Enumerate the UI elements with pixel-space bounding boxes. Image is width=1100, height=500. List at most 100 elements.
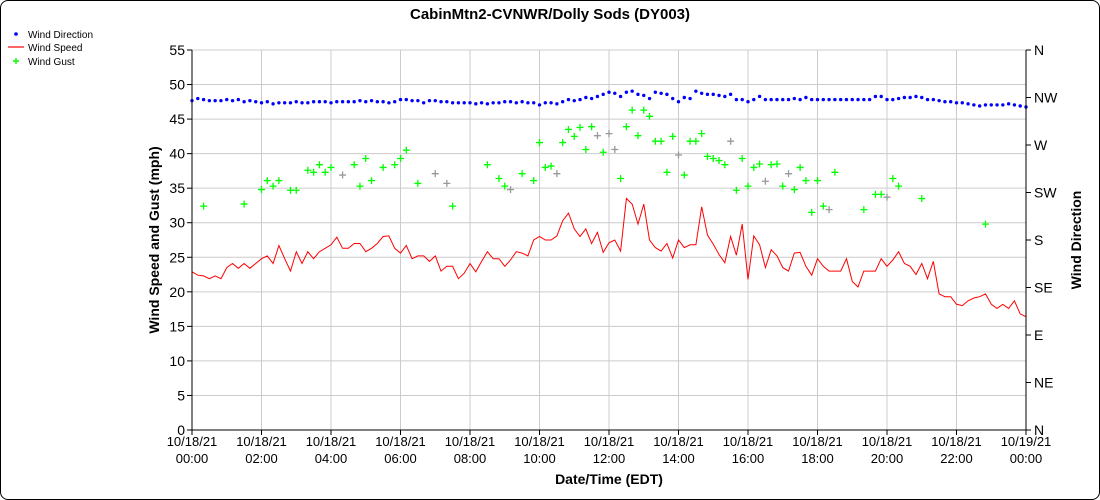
wind-direction-point (259, 101, 264, 105)
wind-direction-point (601, 92, 605, 97)
y-tick-label: 35 (169, 180, 185, 196)
wind-direction-point (1012, 103, 1017, 107)
wind-direction-point (364, 100, 368, 104)
wind-direction-point (387, 101, 391, 105)
wind-direction-point (856, 97, 860, 102)
wind-direction-point (549, 101, 553, 105)
wind-gust-point (483, 161, 491, 169)
y-tick-label: 0 (177, 422, 185, 438)
wind-direction-point (1006, 102, 1011, 106)
y-tick-label: 50 (169, 77, 185, 93)
wind-gust-point (703, 152, 711, 160)
x-tick-date: 10/18/21 (862, 434, 913, 449)
wind-direction-point (404, 97, 408, 102)
wind-gust-point (640, 106, 648, 114)
wind-gust-point (860, 206, 868, 214)
wind-gust-point (605, 130, 613, 138)
wind-gust-point (808, 208, 816, 216)
x-tick-time: 04:00 (315, 451, 348, 466)
wind-gust-point (518, 170, 526, 178)
wind-direction-point (491, 101, 495, 105)
wind-direction-point (613, 91, 617, 95)
wind-gust-point (559, 139, 567, 147)
wind-direction-point (311, 100, 316, 104)
wind-gust-point (397, 154, 404, 162)
wind-gust-point (495, 175, 503, 183)
wind-direction-point (624, 90, 629, 94)
wind-gust-point (321, 168, 329, 176)
wind-direction-point (630, 89, 634, 93)
wind-direction-point (265, 100, 269, 104)
x-tick-date: 10/18/21 (792, 434, 843, 449)
x-tick-date: 10/18/21 (653, 434, 704, 449)
wind-direction-point (949, 100, 953, 104)
wind-gust-point (802, 177, 810, 185)
wind-gust-point (570, 132, 578, 140)
wind-direction-point (659, 91, 663, 95)
wind-gust-point (258, 186, 265, 194)
wind-gust-point (368, 177, 376, 185)
wind-direction-point (734, 97, 739, 102)
wind-direction-point (647, 96, 652, 101)
wind-gust-point (362, 154, 370, 162)
wind-gust-point (599, 148, 607, 156)
wind-direction-point (972, 103, 976, 107)
wind-direction-point (902, 95, 907, 100)
wind-gust-point (918, 195, 926, 203)
x-axis-title: Date/Time (EDT) (555, 471, 663, 487)
x-tick-date: 10/18/21 (514, 434, 565, 449)
wind-direction-point (248, 98, 252, 103)
wind-gust-point (889, 175, 897, 183)
wind-direction-point (827, 97, 831, 102)
x-tick-date: 10/18/21 (167, 434, 218, 449)
wind-gust-point (779, 182, 787, 190)
wind-direction-point (844, 97, 849, 102)
y2-tick-label: NW (1034, 90, 1058, 106)
wind-direction-point (810, 97, 814, 102)
wind-gust-point (588, 123, 596, 131)
x-tick-time: 10:00 (523, 451, 556, 466)
wind-direction-point (335, 100, 339, 104)
wind-gust-point (431, 170, 439, 178)
x-tick-date: 10/18/21 (236, 434, 287, 449)
y2-axis-title: Wind Direction (1068, 191, 1084, 290)
wind-direction-point (375, 100, 380, 104)
x-tick-time: 22:00 (940, 451, 973, 466)
y-tick-label: 15 (169, 318, 185, 334)
wind-gust-point (669, 132, 677, 140)
wind-gust-point (727, 137, 735, 145)
y2-tick-label: S (1034, 232, 1043, 248)
wind-direction-point (439, 100, 443, 104)
wind-direction-point (450, 101, 455, 105)
wind-direction-point (277, 101, 281, 105)
wind-gust-point (530, 177, 538, 185)
wind-direction-point (410, 98, 414, 103)
wind-gust-point (263, 177, 271, 185)
wind-direction-point (340, 100, 345, 104)
wind-direction-point (323, 100, 327, 104)
wind-direction-point (566, 97, 571, 102)
wind-direction-point (1001, 103, 1005, 107)
wind-direction-point (995, 103, 999, 107)
wind-direction-point (317, 100, 322, 104)
wind-direction-point (589, 96, 594, 101)
y-tick-label: 55 (169, 42, 185, 58)
wind-gust-point (628, 106, 636, 114)
wind-direction-point (792, 96, 797, 101)
wind-direction-point (977, 104, 982, 108)
wind-direction-point (508, 100, 513, 104)
x-tick-date: 10/18/21 (723, 434, 774, 449)
wind-gust-point (738, 154, 746, 162)
wind-gust-point (275, 177, 283, 185)
wind-direction-point (196, 96, 200, 101)
wind-gust-point (622, 123, 630, 131)
wind-gust-point (292, 186, 300, 194)
wind-direction-point (920, 95, 924, 100)
wind-direction-point (740, 97, 744, 102)
wind-direction-point (867, 97, 872, 102)
wind-direction-point (879, 94, 883, 99)
wind-gust-point (744, 182, 752, 190)
wind-direction-point (427, 98, 432, 103)
wind-direction-point (966, 102, 970, 106)
